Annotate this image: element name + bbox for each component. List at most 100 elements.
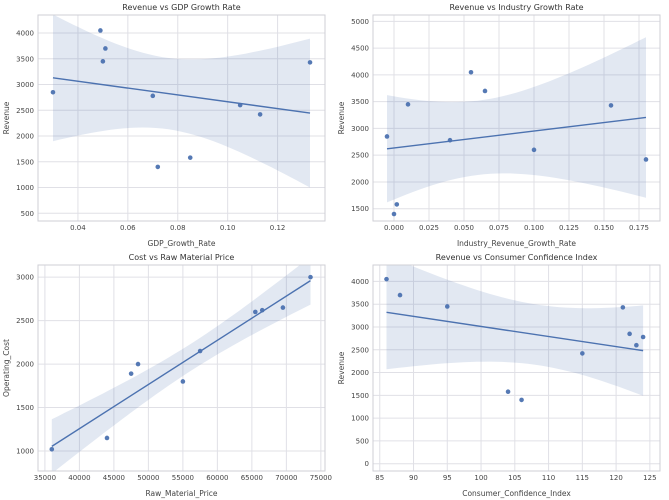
data-point (187, 155, 193, 160)
x-tick-label: 105 (508, 474, 521, 482)
y-tick-label: 0 (364, 460, 368, 468)
y-tick-label: 5000 (351, 18, 369, 26)
x-tick-label: 0.000 (383, 224, 403, 232)
chart-title: Revenue vs Consumer Confidence Index (435, 253, 597, 262)
data-point (50, 89, 56, 95)
y-tick-label: 500 (21, 210, 34, 218)
scatter-points (383, 276, 645, 403)
y-axis-label: Operating_Cost (2, 339, 11, 397)
scatter-points (49, 274, 313, 452)
x-tick-label: 95 (442, 474, 451, 482)
x-tick-label: 70000 (275, 474, 297, 482)
regression-layer (51, 265, 311, 471)
x-tick-label: 0.04 (70, 224, 86, 232)
data-point (626, 331, 632, 337)
plot-border (372, 264, 660, 472)
data-point (468, 69, 473, 75)
regression-line (385, 311, 643, 352)
confidence-band (386, 265, 643, 396)
y-axis-label: Revenue (337, 351, 346, 384)
x-tick-label: 0.10 (220, 224, 236, 232)
y-tick-label: 3500 (351, 98, 369, 106)
confidence-band (51, 265, 311, 471)
data-point (135, 361, 141, 367)
y-tick-label: 1500 (351, 392, 369, 400)
data-point (103, 46, 108, 51)
x-tick-label: 0.08 (170, 224, 186, 232)
y-tick-label: 1000 (16, 184, 34, 192)
data-point (197, 348, 203, 354)
y-tick-label: 3000 (16, 81, 34, 89)
regression-line (386, 116, 646, 150)
chart-cost-vs-raw-material-price: 35000 40000 45000 50000 55000 60000 65000 70000… (0, 250, 335, 500)
y-tick-label: 2000 (16, 133, 34, 141)
x-tick-label: 0.12 (270, 224, 286, 232)
plot-border (37, 14, 326, 222)
plot-area (372, 265, 660, 471)
data-point (482, 88, 487, 94)
y-tick-label: 2000 (16, 361, 34, 369)
x-tick-label: 90 (409, 474, 418, 482)
scatter-points (384, 69, 648, 217)
chart-svg-1: 0.04 0.06 0.08 0.10 0.12 500 1000 1500 2000 2500 3… (2, 3, 326, 248)
x-tick-label: 120 (609, 474, 622, 482)
data-point (128, 371, 134, 376)
data-point (280, 305, 286, 310)
data-point (633, 342, 639, 348)
data-point (150, 93, 156, 99)
x-tick-label: 65000 (241, 474, 263, 482)
x-axis-label: Consumer_Confidence_Index (462, 489, 571, 498)
y-tick-label: 500 (355, 437, 368, 445)
x-tick-label: 0.075 (488, 224, 508, 232)
regression-layer (52, 15, 311, 188)
data-point (579, 351, 585, 356)
y-tick-label: 4000 (16, 30, 34, 38)
y-tick-label: 1000 (16, 448, 34, 456)
regression-line (52, 77, 311, 114)
regression-line (51, 280, 311, 447)
data-point (308, 274, 313, 280)
y-tick-label: 2000 (351, 178, 369, 186)
chart-revenue-vs-industry-growth: 0.000 0.025 0.050 0.075 0.100 0.125 0.150 0.175… (335, 0, 669, 250)
y-tick-label: 4000 (351, 278, 369, 286)
x-tick-label: 85 (375, 474, 384, 482)
data-point (98, 28, 103, 33)
data-point (394, 202, 399, 207)
x-tick-label: 0.100 (523, 224, 543, 232)
data-point (253, 309, 258, 315)
x-tick-label: 75000 (310, 474, 332, 482)
plot-area (38, 265, 325, 471)
x-tick-label: 45000 (103, 474, 125, 482)
x-tick-label: 115 (575, 474, 588, 482)
chart-svg-2: 0.000 0.025 0.050 0.075 0.100 0.125 0.150 0.175… (337, 3, 660, 248)
x-tick-label: 0.06 (120, 224, 136, 232)
x-tick-label: 0.175 (628, 224, 648, 232)
gridlines (372, 265, 660, 471)
x-tick-label: 35000 (34, 474, 56, 482)
x-tick-label: 0.050 (453, 224, 473, 232)
y-axis-label: Revenue (2, 101, 11, 134)
chart-title: Revenue vs Industry Growth Rate (449, 3, 583, 12)
x-tick-label: 100 (474, 474, 487, 482)
gridlines (38, 15, 325, 221)
x-tick-label: 0.150 (593, 224, 613, 232)
data-point (447, 137, 452, 143)
data-point (384, 134, 389, 139)
data-point (100, 59, 106, 64)
regression-layer (385, 265, 643, 396)
chart-title: Revenue vs GDP Growth Rate (122, 3, 240, 12)
plot-border (37, 264, 326, 472)
x-tick-label: 0.025 (418, 224, 438, 232)
x-axis-label: GDP_Growth_Rate (148, 239, 216, 248)
x-axis-label: Raw_Material_Price (145, 489, 217, 498)
plot-border (372, 14, 660, 222)
y-tick-label: 1000 (351, 415, 369, 423)
data-point (257, 112, 263, 117)
data-point (405, 102, 410, 107)
data-point (383, 276, 389, 282)
x-tick-label: 0.125 (558, 224, 578, 232)
gridlines (38, 265, 325, 471)
y-tick-label: 1500 (16, 404, 34, 412)
data-point (155, 164, 161, 170)
